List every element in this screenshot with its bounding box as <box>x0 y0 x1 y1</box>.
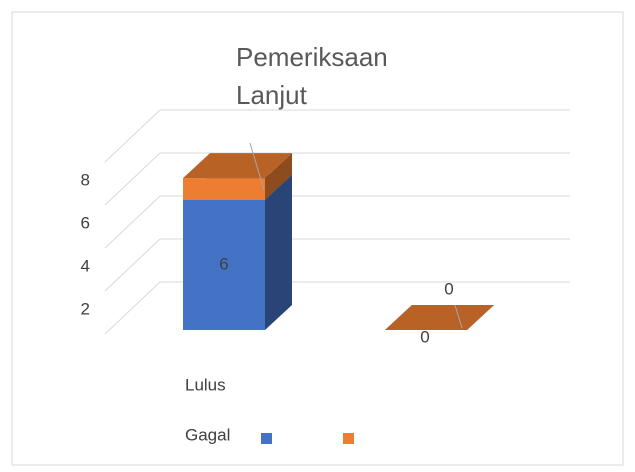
chart-title: Pemeriksaan Lanjut <box>236 42 388 110</box>
data-label: 6 <box>219 254 228 273</box>
legend-swatch <box>343 433 354 444</box>
leader-line <box>454 304 463 329</box>
grid-line-side <box>104 195 161 249</box>
leader-line <box>249 142 265 191</box>
legend-swatch <box>261 433 272 444</box>
bar-front <box>183 178 265 200</box>
y-tick-label: 6 <box>81 213 90 232</box>
bar <box>183 153 292 200</box>
data-label: 0 <box>420 327 429 346</box>
y-tick-label: 2 <box>81 299 90 318</box>
y-tick-label: 8 <box>81 170 90 189</box>
grid-line-side <box>104 281 161 335</box>
legend-label: Lulus <box>185 375 226 394</box>
bar-side <box>265 153 292 200</box>
bar-side <box>265 174 292 330</box>
bar-top <box>183 153 292 179</box>
grid-line-side <box>104 152 161 206</box>
data-label: 0 <box>444 279 453 298</box>
grid-line-side <box>104 109 161 163</box>
bar-front <box>183 199 265 330</box>
bar <box>385 305 494 330</box>
grid-line-side <box>104 238 161 292</box>
y-tick-label: 4 <box>81 256 90 275</box>
bar-top <box>385 305 494 330</box>
legend-label: Gagal <box>185 425 230 444</box>
